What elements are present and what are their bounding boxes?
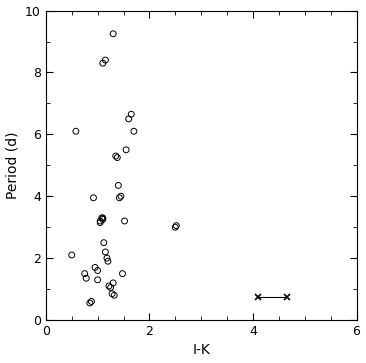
Point [90, 195, 96, 201]
Point [100, 215, 106, 221]
Point [82, 271, 87, 277]
Point [89, 298, 94, 304]
Point [114, 155, 120, 160]
Point [172, 224, 178, 230]
Point [120, 271, 126, 277]
Point [128, 111, 134, 117]
Point [113, 153, 119, 159]
Point [100, 217, 106, 223]
Point [111, 292, 117, 298]
Point [110, 31, 116, 37]
Point [105, 258, 111, 264]
Point [109, 291, 115, 297]
Point [108, 285, 113, 290]
Point [102, 57, 108, 63]
Point [99, 215, 105, 221]
Point [73, 129, 79, 134]
Point [106, 283, 112, 289]
Y-axis label: Period (d): Period (d) [5, 131, 19, 199]
Point [126, 116, 132, 122]
Point [122, 218, 127, 224]
Point [87, 300, 93, 306]
Point [131, 129, 137, 134]
Point [173, 223, 179, 229]
Point [115, 183, 121, 188]
Point [97, 220, 103, 225]
Point [95, 268, 101, 273]
Point [83, 276, 89, 281]
Point [92, 265, 98, 270]
Point [97, 218, 103, 224]
Point [118, 193, 124, 199]
Point [116, 195, 122, 201]
Point [110, 280, 116, 286]
X-axis label: I-K: I-K [192, 343, 210, 358]
Point [101, 240, 107, 245]
Point [104, 255, 110, 261]
Point [100, 60, 106, 66]
Point [123, 147, 129, 153]
Point [69, 252, 75, 258]
Point [102, 249, 108, 255]
Point [95, 277, 101, 283]
